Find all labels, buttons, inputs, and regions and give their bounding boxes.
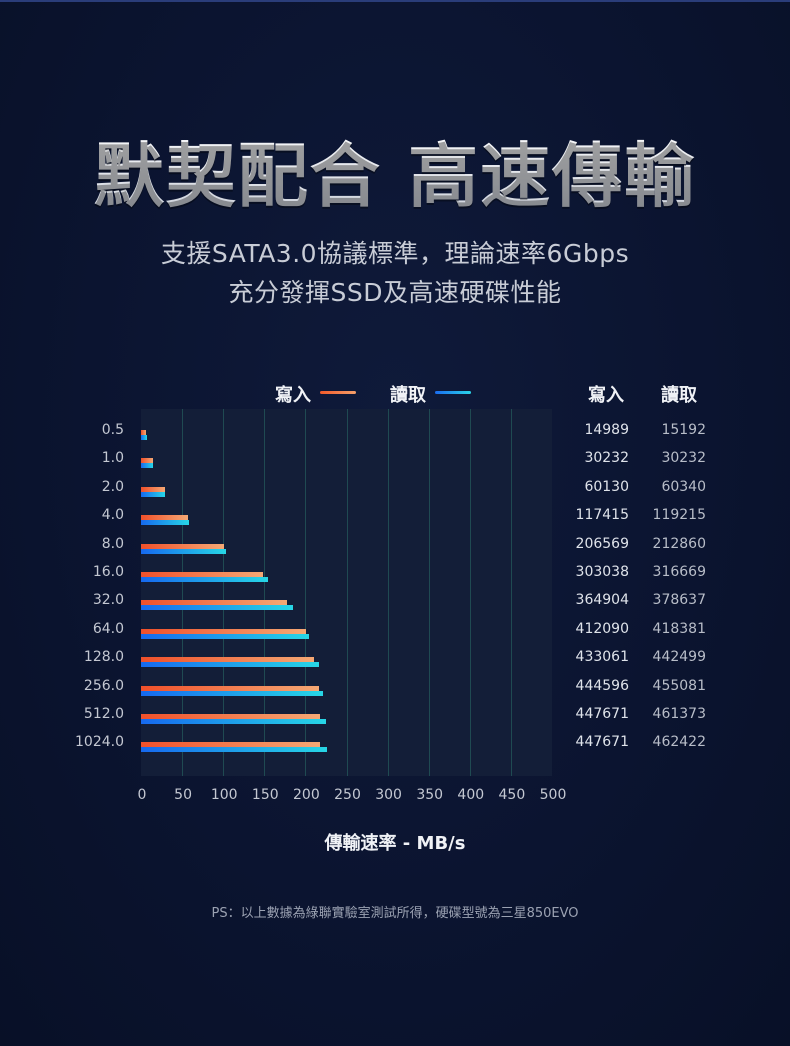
- bar-write: [141, 430, 146, 435]
- subtitle-line-2: 充分發揮SSD及高速硬碟性能: [228, 278, 562, 307]
- bar-write: [141, 515, 188, 521]
- bar-read: [141, 520, 189, 526]
- value-write: 60130: [584, 478, 629, 495]
- table-header-write: 寫入: [588, 385, 624, 406]
- bar-read: [141, 690, 324, 696]
- y-tick-label: 1024.0: [75, 734, 124, 751]
- value-read: 60340: [661, 478, 706, 495]
- bar-read: [141, 491, 165, 497]
- x-tick-label: 450: [498, 787, 526, 803]
- legend-write-label: 寫入: [275, 385, 311, 406]
- gridline-x: [346, 409, 348, 776]
- page-title: 默契配合 高速傳輸: [0, 120, 790, 221]
- legend-read-label: 讀取: [390, 385, 426, 406]
- y-tick-label: 512.0: [83, 706, 124, 722]
- y-tick-label: 4.0: [101, 507, 124, 524]
- x-tick-label: 350: [416, 787, 444, 803]
- bar-read: [141, 605, 294, 611]
- x-tick-label: 500: [539, 787, 567, 803]
- bar-write: [141, 486, 165, 492]
- x-tick-label: 250: [334, 787, 361, 803]
- value-write: 447671: [575, 706, 629, 722]
- value-read: 15192: [661, 422, 706, 438]
- value-read: 30232: [661, 450, 706, 467]
- bar-write: [141, 685, 320, 691]
- bar-read: [141, 747, 327, 753]
- x-axis-title: 傳輸速率 - MB/s: [324, 833, 466, 854]
- gridline-x: [469, 409, 471, 776]
- bar-write: [141, 714, 321, 719]
- value-write: 364904: [575, 592, 629, 609]
- bar-write: [141, 742, 321, 748]
- value-read: 455081: [652, 677, 706, 694]
- subtitle-line-1: 支援SATA3.0協議標準，理論速率6Gbps: [160, 239, 630, 268]
- value-read: 442499: [652, 649, 706, 666]
- top-border: [0, 0, 790, 2]
- value-read: 212860: [652, 535, 706, 552]
- value-write: 412090: [575, 620, 629, 637]
- value-write: 117415: [575, 507, 629, 524]
- y-tick-label: 64.0: [92, 620, 124, 637]
- x-tick-label: 300: [375, 787, 402, 803]
- table-header-read: 讀取: [661, 385, 697, 406]
- bar-read: [141, 548, 227, 554]
- bar-write: [141, 543, 225, 549]
- value-write: 14989: [584, 422, 629, 438]
- value-write: 444596: [575, 677, 629, 694]
- value-write: 206569: [575, 535, 629, 552]
- gridline-x: [387, 409, 389, 776]
- y-tick-label: 1.0: [101, 450, 124, 467]
- value-read: 418381: [652, 620, 706, 637]
- bar-read: [141, 662, 319, 668]
- bar-read: [141, 719, 326, 724]
- y-tick-label: 8.0: [101, 535, 124, 552]
- gridline-x: [264, 409, 266, 776]
- value-write: 30232: [584, 450, 629, 467]
- value-read: 462422: [652, 734, 706, 751]
- bar-write: [141, 458, 153, 464]
- x-tick-label: 150: [251, 787, 279, 803]
- x-tick-label: 400: [457, 787, 485, 803]
- gridline-x: [305, 409, 307, 776]
- footnote: PS：以上數據為綠聯實驗室測試所得，硬碟型號為三星850EVO: [211, 906, 579, 921]
- legend-read-swatch: [435, 391, 471, 394]
- gridline-x: [510, 409, 512, 776]
- y-tick-label: 256.0: [83, 677, 124, 694]
- y-tick-label: 32.0: [92, 592, 124, 609]
- bar-read: [141, 435, 147, 440]
- gridline-x: [182, 409, 184, 776]
- y-tick-label: 128.0: [83, 649, 124, 666]
- value-write: 447671: [575, 734, 629, 751]
- bar-read: [141, 463, 153, 469]
- value-read: 378637: [652, 592, 706, 609]
- x-tick-label: 50: [174, 787, 192, 803]
- legend-write-swatch: [320, 391, 356, 394]
- y-tick-label: 0.5: [101, 422, 124, 438]
- bar-write: [141, 572, 263, 577]
- y-tick-label: 2.0: [101, 478, 124, 495]
- value-read: 461373: [652, 706, 706, 722]
- bar-read: [141, 633, 309, 639]
- x-tick-label: 200: [293, 787, 320, 803]
- value-write: 433061: [575, 649, 629, 666]
- bar-write: [141, 628, 307, 634]
- gridline-x: [428, 409, 430, 776]
- value-read: 119215: [652, 507, 706, 524]
- value-read: 316669: [652, 564, 706, 580]
- bar-write: [141, 600, 288, 606]
- gridline-x: [223, 409, 225, 776]
- x-tick-label: 0: [137, 787, 147, 803]
- bar-write: [141, 657, 315, 663]
- bar-read: [141, 577, 269, 582]
- y-tick-label: 16.0: [92, 564, 124, 580]
- x-tick-label: 100: [210, 787, 238, 803]
- value-write: 303038: [575, 564, 629, 580]
